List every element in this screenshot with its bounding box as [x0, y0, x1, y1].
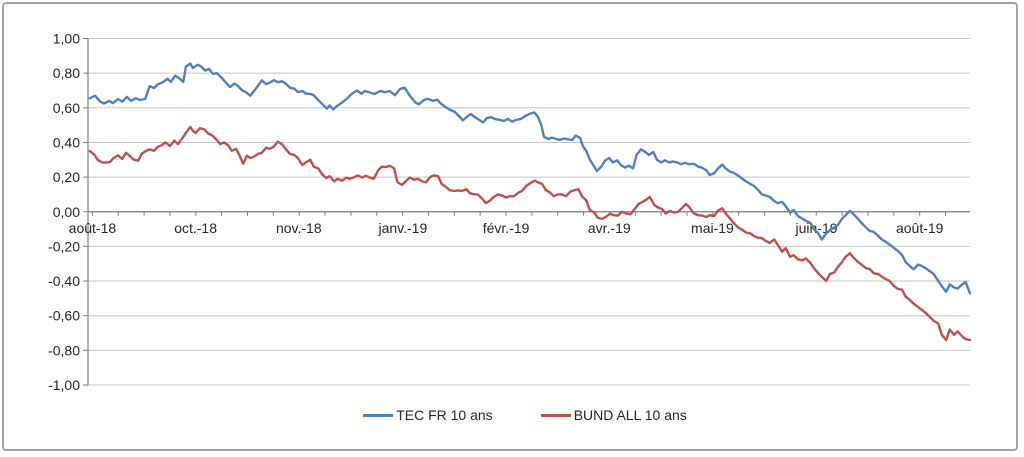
legend-label-tec: TEC FR 10 ans: [396, 407, 493, 423]
x-tick-label: oct.-18: [174, 220, 217, 236]
x-tick-label: août-19: [896, 220, 944, 236]
legend-label-bund: BUND ALL 10 ans: [573, 407, 687, 423]
y-tick-label: -1,00: [48, 377, 80, 393]
chart-legend: TEC FR 10 ans BUND ALL 10 ans: [0, 407, 1024, 423]
y-tick-label: 1,00: [53, 31, 80, 47]
series-line-tec-fr-10-ans: [88, 62, 972, 295]
y-tick-label: -0,20: [48, 238, 80, 254]
y-tick-label: 0,60: [53, 100, 80, 116]
legend-marker-tec-line: [363, 413, 394, 417]
legend-item-bund-all-10-ans: BUND ALL 10 ans: [540, 407, 687, 423]
x-tick-label: janv.-19: [377, 220, 427, 236]
legend-marker-bund-line: [540, 413, 571, 417]
x-tick-label: févr.-19: [483, 220, 530, 236]
y-tick-label: -0,80: [48, 342, 80, 358]
y-tick-label: 0,20: [53, 169, 80, 185]
x-tick-label: août-18: [69, 220, 117, 236]
legend-item-tec-fr-10-ans: TEC FR 10 ans: [363, 407, 493, 423]
y-tick-label: 0,00: [53, 204, 80, 220]
x-tick-label: juin-19: [795, 220, 838, 236]
series-line-bund-all-10-ans: [88, 125, 972, 342]
chart-frame: [2, 2, 1018, 451]
y-tick-label: -0,40: [48, 273, 80, 289]
x-tick-label: mai-19: [691, 220, 734, 236]
y-tick-label: 0,40: [53, 134, 80, 150]
x-tick-label: nov.-18: [276, 220, 322, 236]
x-tick-label: avr.-19: [588, 220, 631, 236]
y-tick-label: 0,80: [53, 65, 80, 81]
y-tick-label: -0,60: [48, 308, 80, 324]
